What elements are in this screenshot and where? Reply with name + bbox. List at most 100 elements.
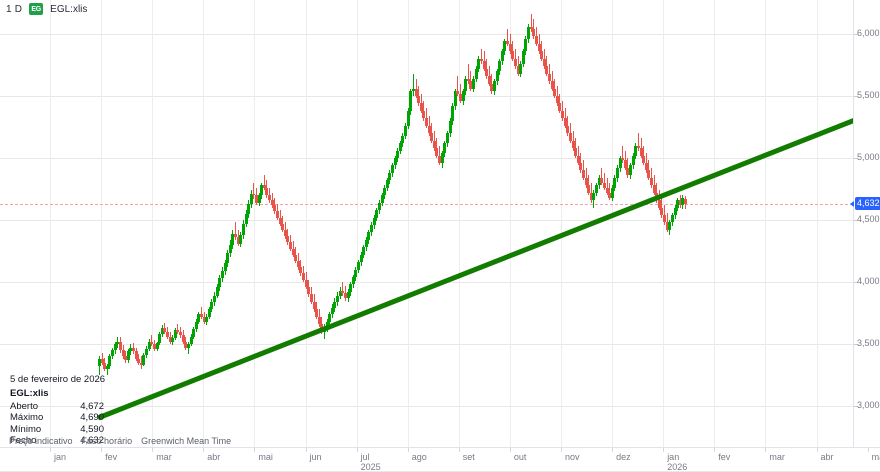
candle-body [126, 351, 130, 361]
time-axis-tick [867, 448, 869, 452]
price-axis[interactable]: 6,000 5,500 5,000 4,500 4,000 3,500 3,000 4,632 [850, 0, 880, 447]
candle-body [398, 143, 402, 151]
candle-body [192, 329, 196, 337]
candle-wick [460, 83, 462, 104]
candle-body [383, 187, 387, 196]
candle-body [362, 247, 366, 255]
candle-body [555, 96, 559, 104]
ohlc-row-value: 4,672 [80, 400, 104, 412]
price-axis-label: 3,000 [857, 400, 880, 410]
time-axis-tick [816, 448, 818, 452]
candle-body [443, 143, 447, 154]
candle-body [406, 110, 410, 126]
candle-body [409, 91, 413, 111]
candle-body [145, 348, 149, 356]
candle-body [228, 244, 232, 254]
candle-wick [559, 93, 561, 114]
candle-body [108, 356, 112, 367]
candle-body [414, 88, 418, 96]
candle-body [241, 223, 245, 235]
candle-wick [562, 100, 564, 121]
time-axis-tick [561, 448, 562, 452]
status-bar: Preço indicativo Fuso horário Greenwich … [9, 435, 231, 447]
price-axis-label: 4,500 [857, 214, 880, 224]
time-axis-label: fev [105, 452, 118, 462]
ohlc-row: Máximo 4,690 [10, 412, 105, 424]
candle-wick [467, 63, 469, 84]
candle-body [532, 29, 536, 37]
candle-body [396, 150, 400, 158]
time-axis-label: fev [718, 452, 731, 462]
candle-body [105, 366, 109, 369]
candle-body [113, 344, 117, 351]
time-axis-year-label: 2026 [667, 462, 688, 472]
candle-wick [423, 100, 425, 121]
last-price-arrow-icon [850, 200, 854, 207]
last-price-badge[interactable]: 4,632 [855, 197, 880, 211]
candle-wick [530, 14, 532, 32]
time-axis-label: mar [769, 452, 785, 462]
candle-body [477, 58, 481, 69]
time-axis-label: mai [258, 452, 273, 462]
candle-body [487, 76, 491, 84]
candle-wick [517, 56, 519, 77]
candle-body [370, 224, 374, 233]
ohlc-row-label: Fecho [10, 435, 37, 446]
candle-body [257, 195, 261, 203]
price-axis-label: 5,500 [857, 90, 880, 100]
time-axis-label: jul [360, 452, 370, 462]
symbol-label[interactable]: EGL:xlis [50, 3, 88, 15]
candle-body [171, 337, 175, 342]
candle-body [349, 284, 353, 292]
candle-wick [507, 29, 509, 47]
candle-body [571, 140, 575, 149]
candle-body [325, 321, 329, 330]
time-axis-tick [612, 448, 614, 452]
timezone-label: Fuso horário [81, 436, 133, 446]
candle-body [485, 68, 489, 77]
indicative-price-label: Preço indicativo [9, 436, 73, 446]
candle-body [134, 351, 138, 359]
candle-body [503, 41, 507, 52]
time-axis[interactable]: jan fev mar abr mai jun jul ago set out nov dez jan f… [0, 447, 880, 472]
candle-body [430, 133, 434, 141]
candle-body [155, 342, 159, 349]
ohlc-row-value: 4,632 [80, 435, 104, 446]
chart-legend: 1 D EG EGL:xlis [0, 0, 87, 18]
candle-body [118, 341, 122, 351]
gridline-horizontal [0, 96, 853, 97]
candle-body [482, 61, 486, 69]
candle-body [213, 295, 217, 302]
candle-body [346, 291, 350, 299]
price-axis-label: 6,000 [857, 28, 880, 38]
time-axis-tick [203, 448, 205, 452]
candle-body [579, 162, 583, 171]
ohlc-row-label: Máximo [10, 412, 44, 423]
chart-plot-area[interactable] [0, 0, 853, 447]
ohlc-row-value: 4,590 [80, 423, 104, 435]
price-axis-tick [854, 220, 858, 221]
candle-body [249, 193, 253, 204]
candle-body [425, 118, 428, 126]
candle-body [542, 58, 546, 67]
candle-wick [486, 58, 488, 79]
candle-body [513, 58, 517, 67]
candle-body [239, 234, 243, 244]
candle-body [558, 103, 562, 111]
candle-wick [512, 41, 514, 62]
candle-body [333, 301, 337, 309]
candle-body [490, 83, 494, 92]
candle-body [304, 279, 308, 287]
candle-body [223, 263, 227, 271]
candle-body [474, 68, 478, 79]
time-axis-tick [714, 448, 716, 452]
candle-body [529, 26, 533, 30]
time-axis-tick [356, 448, 358, 452]
candle-body [495, 71, 499, 82]
timezone-value[interactable]: Greenwich Mean Time [141, 436, 232, 446]
candle-body [205, 316, 209, 322]
candle-body [419, 103, 423, 111]
time-axis-label: nov [565, 452, 580, 462]
interval-label[interactable]: 1 D [6, 3, 23, 15]
candle-body [561, 110, 565, 119]
